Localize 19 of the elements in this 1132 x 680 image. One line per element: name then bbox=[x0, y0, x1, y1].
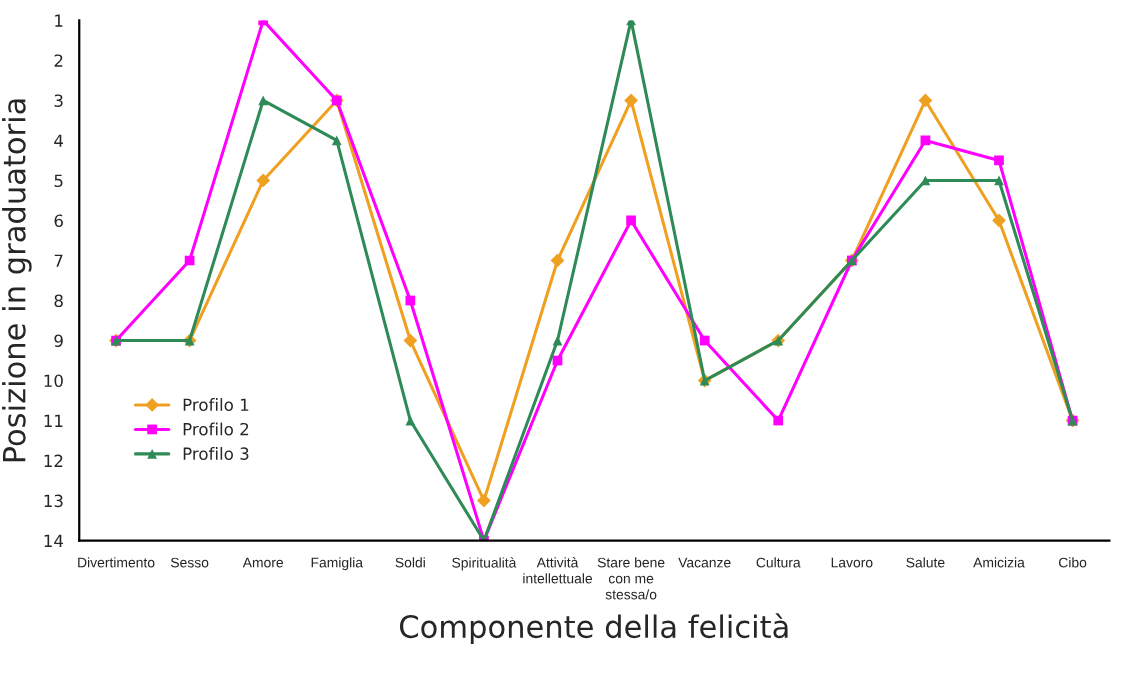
y-tick-label: 12 bbox=[44, 454, 63, 467]
y-tick-label: 13 bbox=[44, 494, 63, 508]
y-tick-label: 2 bbox=[54, 54, 63, 67]
x-axis-title: Componente della felicità bbox=[399, 613, 788, 645]
y-tick-label: 3 bbox=[54, 94, 63, 107]
y-tick-label: 1 bbox=[55, 14, 63, 27]
y-tick-label: 4 bbox=[54, 134, 64, 147]
y-tick-label: 9 bbox=[54, 334, 63, 348]
y-tick-label: 10 bbox=[44, 374, 63, 388]
y-tick-label: 6 bbox=[54, 214, 63, 228]
legend-label: Profilo 1 bbox=[183, 398, 249, 412]
y-tick-label: 14 bbox=[44, 534, 64, 547]
y-axis-title: Posizione in graduatoria bbox=[2, 99, 32, 462]
y-tick-label: 7 bbox=[54, 254, 63, 267]
y-tick-label: 5 bbox=[54, 174, 63, 188]
y-tick-label: 11 bbox=[44, 414, 63, 427]
legend-label: Profilo 2 bbox=[183, 422, 249, 436]
y-tick-label: 8 bbox=[54, 294, 63, 308]
legend-label: Profilo 3 bbox=[183, 447, 249, 460]
